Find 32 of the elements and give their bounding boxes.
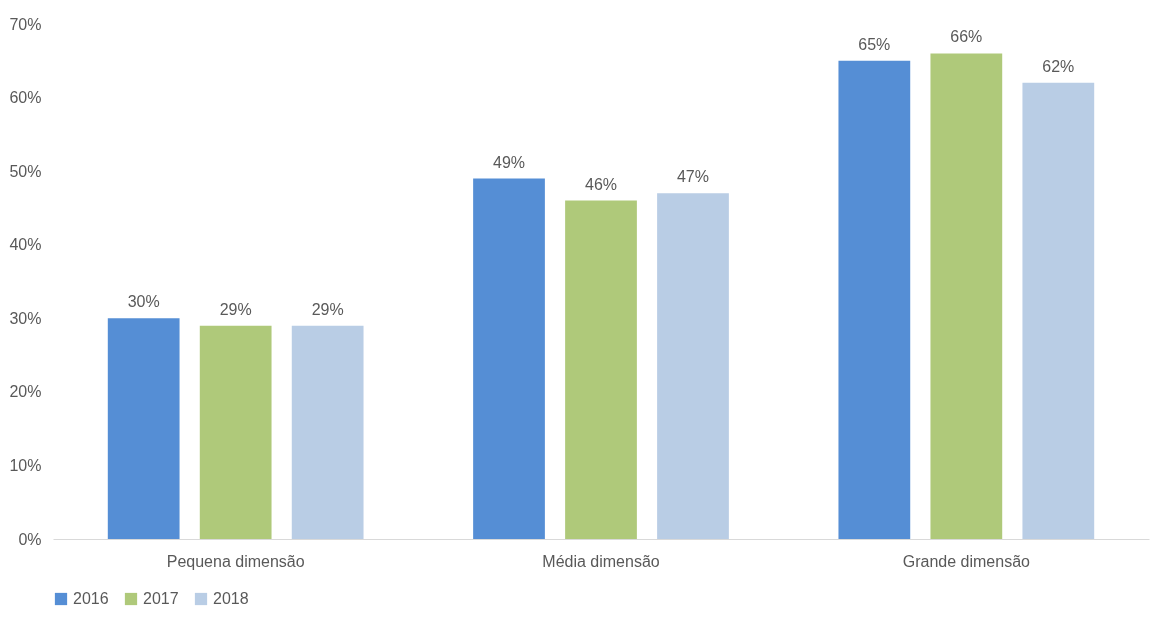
x-tick-label: Pequena dimensão <box>166 552 305 570</box>
bar <box>107 318 180 539</box>
text: 47% <box>676 168 710 186</box>
text: 66% <box>950 28 983 46</box>
text: 29% <box>311 300 344 318</box>
bar <box>473 178 545 539</box>
y-tick-label: 0% <box>18 530 42 548</box>
text: 49% <box>492 153 526 171</box>
text: 29% <box>219 300 252 318</box>
bar <box>291 325 364 539</box>
y-tick-label: 70% <box>9 15 42 33</box>
y-tick-label: 40% <box>9 236 42 254</box>
bar <box>930 53 1003 539</box>
y-tick-label: 60% <box>9 89 42 107</box>
y-tick-label: 20% <box>9 383 42 401</box>
bar <box>1022 82 1095 539</box>
legend-label: 2018 <box>213 590 249 607</box>
bar <box>199 325 272 539</box>
legend-label: 2016 <box>73 590 109 607</box>
text: 46% <box>584 175 618 193</box>
bar <box>565 200 637 539</box>
x-tick-label: Média dimensão <box>542 552 660 570</box>
y-tick-label: 10% <box>9 456 42 474</box>
text: 65% <box>858 35 891 53</box>
y-tick-label: 30% <box>9 309 42 327</box>
bar <box>657 193 729 539</box>
x-tick-label: Grande dimensão <box>902 552 1031 570</box>
text: 30% <box>127 293 160 311</box>
y-tick-label: 50% <box>9 162 42 180</box>
legend-label: 2017 <box>143 590 179 607</box>
text: 62% <box>1042 57 1075 75</box>
bar <box>838 60 911 539</box>
